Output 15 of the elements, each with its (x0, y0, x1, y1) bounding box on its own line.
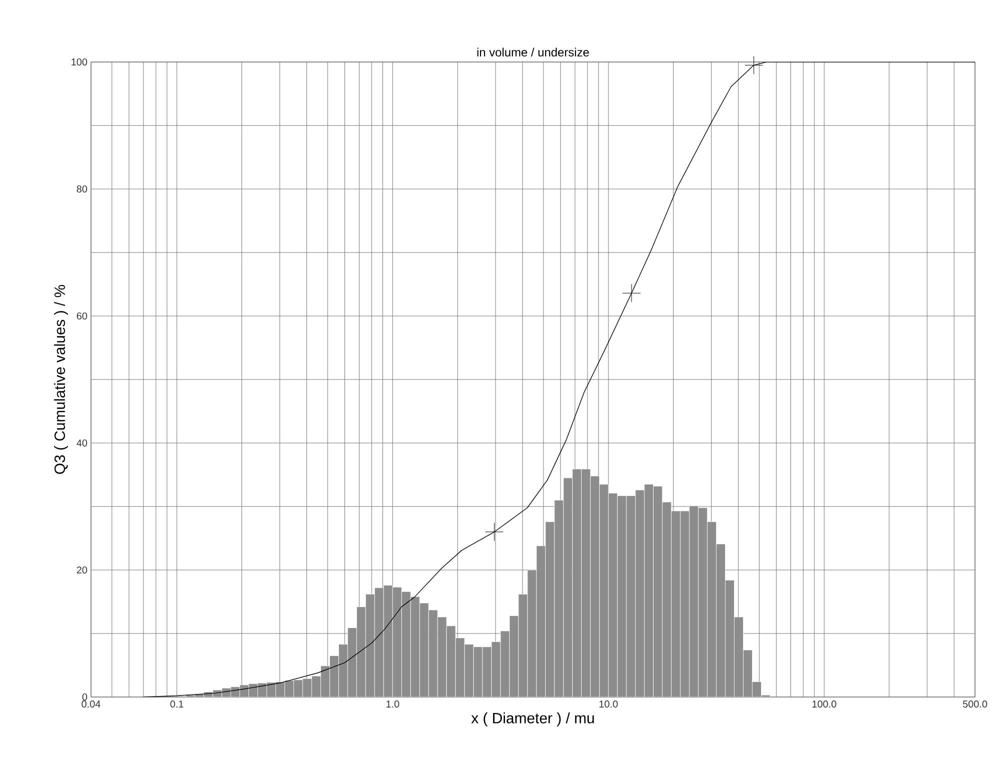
y-axis-title: Q3 ( Cumulative values ) / % (54, 284, 68, 474)
x-tick-label: 100.0 (812, 700, 836, 708)
y-tick-label: 20 (76, 566, 88, 574)
y-tick-label: 60 (76, 312, 88, 320)
chart-title: in volume / undersize (477, 48, 589, 56)
y-tick-label: 80 (76, 185, 88, 193)
x-tick-label: 0.1 (170, 700, 184, 708)
x-tick-label: 500.0 (962, 700, 988, 708)
y-tick-label: 0 (82, 693, 88, 701)
y-tick-label: 100 (72, 58, 88, 66)
x-tick-label: 1.0 (386, 700, 400, 708)
y-tick-label: 40 (76, 439, 88, 447)
x-tick-label: 10.0 (599, 700, 618, 708)
x-axis-title: x ( Diameter ) / mu (471, 712, 594, 726)
x-tick-label: 0.04 (82, 700, 100, 708)
